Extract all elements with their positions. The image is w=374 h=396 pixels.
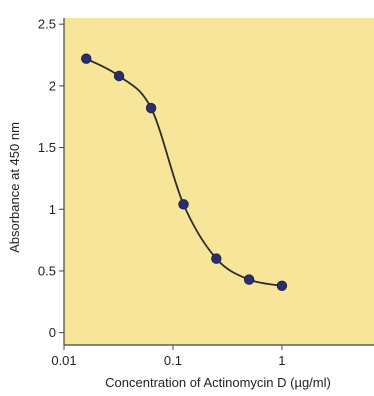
data-point: [243, 274, 255, 285]
data-point: [113, 70, 125, 82]
y-tick-label: 0: [49, 325, 56, 340]
y-tick-label: 1.5: [38, 140, 56, 155]
data-point: [178, 199, 189, 210]
data-point: [211, 253, 222, 264]
y-tick-label: 2: [49, 78, 56, 93]
y-tick-label: 1: [49, 202, 56, 217]
data-point: [81, 53, 92, 64]
y-tick-label: 2.5: [38, 17, 56, 32]
plot-area: [64, 18, 374, 345]
y-tick-label: 0.5: [38, 263, 56, 278]
x-tick-label: 0.01: [51, 353, 76, 368]
x-tick-label: 1: [278, 353, 285, 368]
data-point: [276, 280, 288, 291]
x-tick-label: 0.1: [164, 353, 182, 368]
y-axis-label: Absorbance at 450 nm: [7, 122, 22, 253]
data-point: [145, 102, 157, 114]
x-axis-label: Concentration of Actinomycin D (µg/ml): [105, 375, 331, 390]
